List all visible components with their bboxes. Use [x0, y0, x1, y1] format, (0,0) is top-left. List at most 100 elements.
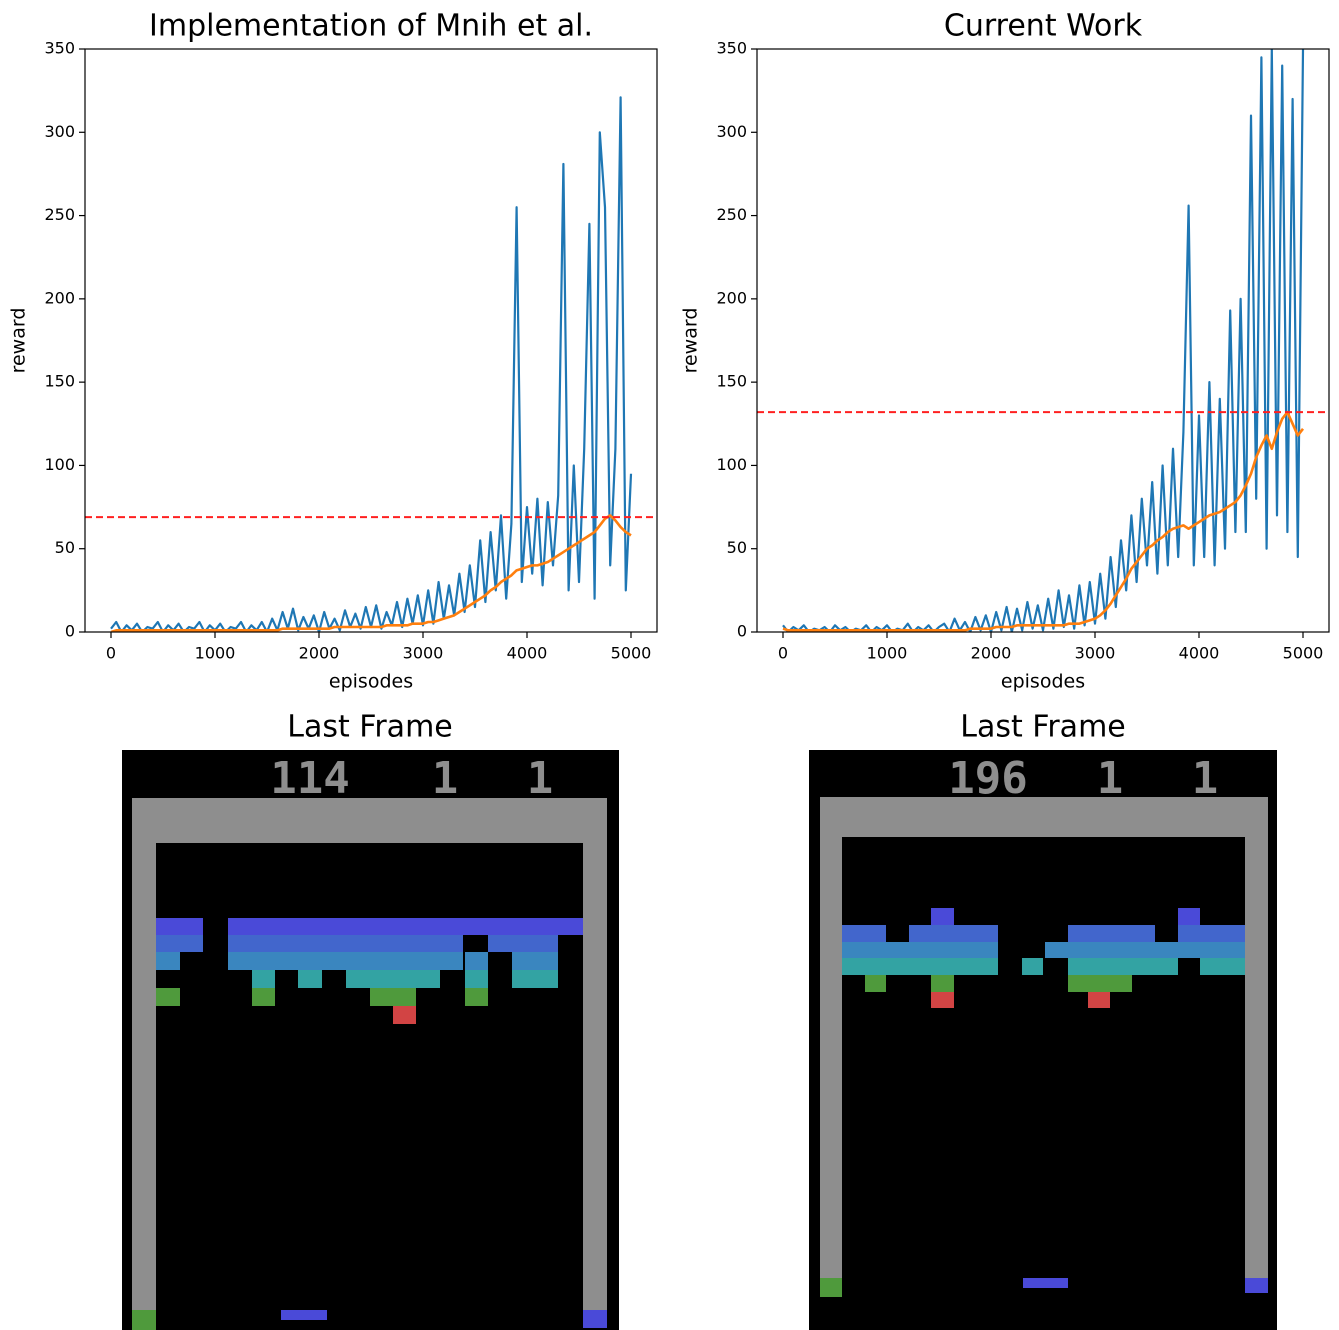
brick	[228, 952, 463, 970]
brick	[228, 935, 463, 952]
x-tick-label: 3000	[403, 644, 444, 663]
brick	[346, 970, 440, 988]
wall	[820, 797, 1268, 837]
brick	[1068, 958, 1178, 975]
y-tick-label: 150	[44, 372, 75, 391]
brick	[842, 925, 886, 942]
game-screen	[122, 750, 619, 1330]
x-tick-label: 5000	[611, 644, 652, 663]
brick	[156, 952, 180, 970]
brick	[583, 1310, 607, 1328]
y-tick-label: 350	[716, 39, 747, 58]
wall	[583, 798, 607, 1310]
brick	[156, 935, 203, 952]
lives: 1	[1097, 753, 1124, 804]
y-tick-label: 350	[44, 39, 75, 58]
y-tick-label: 50	[727, 538, 747, 557]
y-tick-label: 100	[44, 455, 75, 474]
brick	[252, 970, 275, 988]
x-tick-label: 4000	[507, 644, 548, 663]
x-tick-label: 1000	[867, 644, 908, 663]
brick	[865, 975, 886, 992]
y-tick-label: 250	[716, 205, 747, 224]
chart-title: Implementation of Mnih et al.	[149, 9, 593, 44]
brick	[370, 988, 416, 1006]
brick	[1245, 1278, 1268, 1293]
x-tick-label: 2000	[971, 644, 1012, 663]
series-line	[782, 49, 1305, 632]
plot-area	[85, 96, 657, 632]
brick	[1045, 942, 1245, 958]
lives: 1	[432, 753, 459, 804]
wall	[820, 797, 842, 1278]
brick	[465, 952, 488, 970]
x-tick-label: 0	[106, 644, 116, 663]
frame-title: Last Frame	[960, 710, 1126, 745]
chart-title: Current Work	[944, 9, 1143, 44]
game-screen	[809, 750, 1277, 1330]
y-tick-label: 0	[65, 622, 75, 641]
brick	[820, 1278, 842, 1297]
axes-frame	[756, 48, 1330, 633]
y-tick-label: 300	[716, 122, 747, 141]
brick	[512, 970, 558, 988]
score: 114	[270, 753, 349, 804]
x-tick-label: 4000	[1179, 644, 1220, 663]
y-tick-label: 300	[44, 122, 75, 141]
brick	[298, 970, 322, 988]
y-tick-label: 250	[44, 205, 75, 224]
y-axis-label: reward	[680, 308, 702, 374]
brick	[842, 958, 998, 975]
brick	[465, 988, 488, 1006]
series-line	[110, 96, 633, 632]
y-tick-label: 100	[716, 455, 747, 474]
player: 1	[527, 753, 554, 804]
wall	[132, 798, 607, 843]
brick	[281, 1310, 327, 1320]
player: 1	[1192, 753, 1219, 804]
y-tick-label: 50	[55, 538, 75, 557]
brick	[512, 952, 558, 970]
series-line	[110, 514, 632, 632]
x-tick-label: 1000	[195, 644, 236, 663]
brick	[228, 918, 583, 935]
x-tick-label: 3000	[1075, 644, 1116, 663]
score: 196	[948, 753, 1027, 804]
axes-frame	[84, 48, 658, 633]
wall	[1245, 797, 1268, 1278]
brick	[1023, 1278, 1068, 1288]
frame-title: Last Frame	[287, 710, 453, 745]
brick	[931, 908, 954, 925]
brick	[156, 988, 180, 1006]
x-axis-label: episodes	[1001, 671, 1085, 693]
brick	[393, 1006, 416, 1024]
y-tick-label: 0	[737, 622, 747, 641]
brick	[1200, 958, 1245, 975]
x-axis-label: episodes	[329, 671, 413, 693]
y-tick-label: 200	[716, 288, 747, 307]
brick	[1088, 992, 1110, 1008]
brick	[1068, 925, 1155, 942]
brick	[1178, 925, 1245, 942]
wall	[132, 798, 156, 1310]
x-tick-label: 2000	[299, 644, 340, 663]
brick	[156, 918, 203, 935]
brick	[1178, 908, 1200, 925]
y-axis-label: reward	[8, 308, 30, 374]
brick	[909, 925, 998, 942]
x-tick-label: 0	[778, 644, 788, 663]
brick	[252, 988, 275, 1006]
brick	[488, 935, 558, 952]
y-tick-label: 150	[716, 372, 747, 391]
x-tick-label: 5000	[1283, 644, 1324, 663]
brick	[931, 992, 954, 1008]
brick	[931, 975, 954, 992]
brick	[1068, 975, 1132, 992]
series-line	[782, 410, 1305, 632]
brick	[132, 1310, 156, 1330]
brick	[465, 970, 488, 988]
brick	[842, 942, 998, 958]
brick	[1022, 958, 1043, 975]
y-tick-label: 200	[44, 288, 75, 307]
